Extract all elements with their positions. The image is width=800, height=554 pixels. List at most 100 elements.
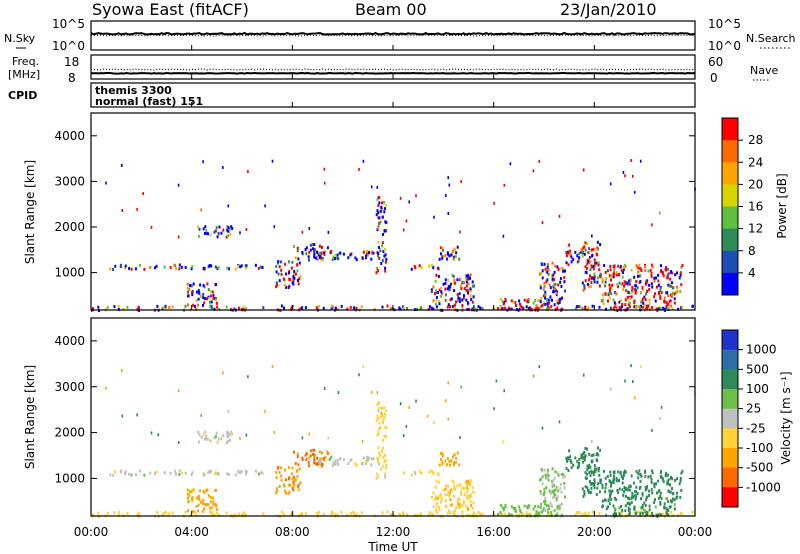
velocity-echo-cell xyxy=(541,475,544,479)
power-echo-cell xyxy=(598,261,600,264)
velocity-echo-cell xyxy=(644,504,647,507)
velocity-echo-cell xyxy=(296,475,299,478)
power-echo-cell xyxy=(595,247,598,251)
velocity-echo-cell xyxy=(444,459,447,463)
power-echo-cell xyxy=(330,306,333,310)
velocity-echo-cell xyxy=(560,472,563,476)
velocity-echo-cell xyxy=(673,507,676,511)
power-echo-cell xyxy=(528,298,531,302)
velocity-echo-cell xyxy=(537,505,540,508)
velocity-echo-cell xyxy=(604,498,607,502)
velocity-echo-cell xyxy=(308,432,311,436)
power-echo-cell xyxy=(444,293,447,297)
power-echo-cell xyxy=(510,307,513,311)
velocity-echo-cell xyxy=(399,513,402,517)
power-echo-cell xyxy=(655,307,658,311)
velocity-echo-cell xyxy=(240,470,243,474)
velocity-echo-cell xyxy=(585,472,588,476)
power-echo-cell xyxy=(380,206,383,210)
velocity-echo-cell xyxy=(354,462,357,466)
velocity-echo-cell xyxy=(381,406,383,410)
velocity-echo-cell xyxy=(434,508,437,512)
velocity-echo-cell xyxy=(447,484,450,488)
velocity-echo-cell xyxy=(666,513,669,517)
power-echo-cell xyxy=(198,291,201,295)
power-echo-cell xyxy=(456,293,459,297)
power-echo-cell xyxy=(611,283,614,287)
freq-label-2: [MHz] xyxy=(8,68,40,81)
velocity-echo-cell xyxy=(290,512,293,516)
power-echo-cell xyxy=(666,274,669,278)
velocity-echo-cell xyxy=(456,505,459,509)
power-echo-cell xyxy=(518,299,521,303)
nave-label: Nave xyxy=(750,64,778,77)
power-echo-cell xyxy=(540,262,543,266)
velocity-echo-cell xyxy=(319,459,322,463)
velocity-echo-cell xyxy=(197,430,200,434)
velocity-echo-cell xyxy=(383,460,386,464)
velocity-echo-cell xyxy=(458,503,461,507)
power-echo-cell xyxy=(383,254,386,258)
power-echo-cell xyxy=(257,266,260,270)
power-echo-cell xyxy=(636,286,639,290)
velocity-colorbar-tick-label: 500 xyxy=(746,362,769,376)
velocity-echo-cell xyxy=(593,482,596,486)
velocity-echo-cell xyxy=(541,509,544,513)
power-echo-cell xyxy=(541,269,544,273)
velocity-echo-cell xyxy=(613,507,616,511)
power-echo-cell xyxy=(225,235,228,239)
power-echo-cell xyxy=(563,280,566,284)
velocity-echo-cell xyxy=(615,512,617,516)
velocity-echo-cell xyxy=(631,493,634,497)
velocity-echo-cell xyxy=(543,490,546,494)
power-echo-cell xyxy=(448,288,451,292)
power-echo-cell xyxy=(378,201,381,205)
velocity-echo-cell xyxy=(472,490,475,494)
power-echo-cell xyxy=(213,230,216,234)
power-echo-cell xyxy=(596,253,599,257)
power-echo-cell xyxy=(202,296,205,300)
power-echo-cell xyxy=(153,266,156,270)
velocity-echo-cell xyxy=(332,461,335,465)
power-echo-cell xyxy=(591,234,593,238)
power-echo-cell xyxy=(155,264,158,268)
velocity-echo-cell xyxy=(212,502,215,506)
power-echo-cell xyxy=(680,283,683,287)
power-echo-cell xyxy=(635,289,638,292)
velocity-echo-cell xyxy=(471,486,474,490)
power-echo-cell xyxy=(568,243,571,247)
power-echo-cell xyxy=(541,303,544,307)
power-echo-cell xyxy=(549,286,552,289)
velocity-echo-cell xyxy=(128,472,131,476)
velocity-echo-cell xyxy=(648,504,651,508)
power-echo-cell xyxy=(656,285,658,289)
power-echo-cell xyxy=(590,281,593,284)
power-echo-cell xyxy=(647,269,650,273)
velocity-echo-cell xyxy=(453,513,456,517)
velocity-echo-cell xyxy=(217,437,220,441)
power-colorbar-block xyxy=(722,228,738,252)
nsearch-tick-high: 10^5 xyxy=(708,17,741,31)
velocity-echo-cell xyxy=(556,505,559,509)
velocity-echo-cell xyxy=(244,513,247,517)
power-echo-cell xyxy=(666,276,669,280)
power-echo-cell xyxy=(318,244,321,248)
power-echo-cell xyxy=(554,282,557,286)
velocity-echo-cell xyxy=(647,475,650,479)
velocity-echo-cell xyxy=(595,467,598,471)
power-echo-cell xyxy=(402,306,405,310)
power-echo-cell xyxy=(332,255,335,259)
power-echo-cell xyxy=(184,266,187,269)
velocity-echo-cell xyxy=(278,485,281,488)
velocity-echo-cell xyxy=(527,513,530,516)
power-echo-cell xyxy=(447,278,450,282)
power-echo-cell xyxy=(666,267,669,271)
power-echo-cell xyxy=(640,269,643,272)
velocity-echo-cell xyxy=(590,454,593,458)
velocity-echo-cell xyxy=(518,505,521,509)
power-echo-cell xyxy=(532,301,535,305)
velocity-echo-cell xyxy=(276,489,279,493)
power-echo-cell xyxy=(205,231,208,235)
velocity-echo-cell xyxy=(637,472,640,476)
power-colorbar-block xyxy=(722,206,738,230)
